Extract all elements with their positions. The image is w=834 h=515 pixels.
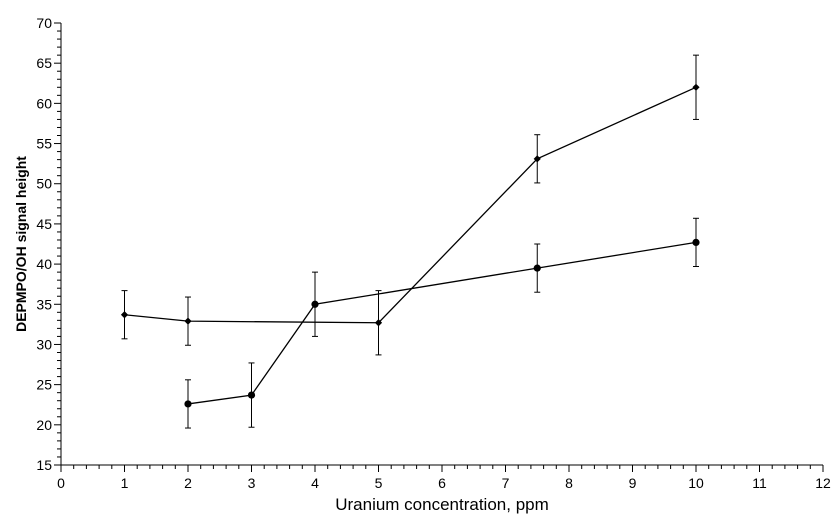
data-point [533, 264, 541, 272]
data-point [692, 238, 700, 246]
y-axis-title: DEPMPO/OH signal height [13, 156, 29, 332]
x-tick-label: 11 [752, 475, 767, 491]
x-tick-label: 6 [438, 475, 446, 491]
data-point [692, 83, 700, 91]
y-tick-label: 40 [36, 256, 52, 272]
y-tick-label: 35 [36, 296, 52, 312]
x-tick-label: 3 [248, 475, 256, 491]
y-tick-label: 25 [36, 377, 52, 393]
x-tick-label: 1 [121, 475, 129, 491]
x-tick-label: 12 [815, 475, 831, 491]
series-line [124, 86, 697, 324]
x-tick-label: 7 [502, 475, 510, 491]
y-tick-label: 30 [36, 336, 52, 352]
x-tick-label: 8 [565, 475, 573, 491]
x-tick-label: 9 [629, 475, 637, 491]
series-1 [120, 54, 700, 356]
y-axis-ticks: 15 20 25 30 35 40 45 50 55 60 65 70 [36, 15, 61, 473]
y-tick-label: 45 [36, 216, 52, 232]
x-axis-ticks: 0 1 2 3 4 5 6 7 8 9 10 11 12 [57, 465, 831, 491]
x-tick-label: 4 [311, 475, 319, 491]
data-point [184, 317, 192, 325]
data-point [533, 155, 541, 163]
y-tick-label: 60 [36, 95, 52, 111]
data-point [311, 300, 319, 308]
x-tick-label: 0 [57, 475, 65, 491]
x-axis-title: Uranium concentration, ppm [335, 495, 549, 514]
x-tick-label: 10 [688, 475, 704, 491]
y-tick-label: 20 [36, 417, 52, 433]
y-tick-label: 65 [36, 55, 52, 71]
series-line [187, 241, 697, 405]
series-2 [184, 217, 700, 429]
x-tick-label: 5 [375, 475, 383, 491]
series-layer [120, 54, 700, 429]
axes [60, 23, 823, 466]
y-tick-label: 55 [36, 136, 52, 152]
y-tick-label: 70 [36, 15, 52, 31]
x-tick-label: 2 [184, 475, 192, 491]
data-point [120, 311, 129, 319]
data-point [184, 400, 192, 408]
y-tick-label: 50 [36, 176, 52, 192]
data-point [247, 391, 256, 399]
y-tick-label: 15 [36, 457, 52, 473]
data-point [374, 319, 383, 327]
